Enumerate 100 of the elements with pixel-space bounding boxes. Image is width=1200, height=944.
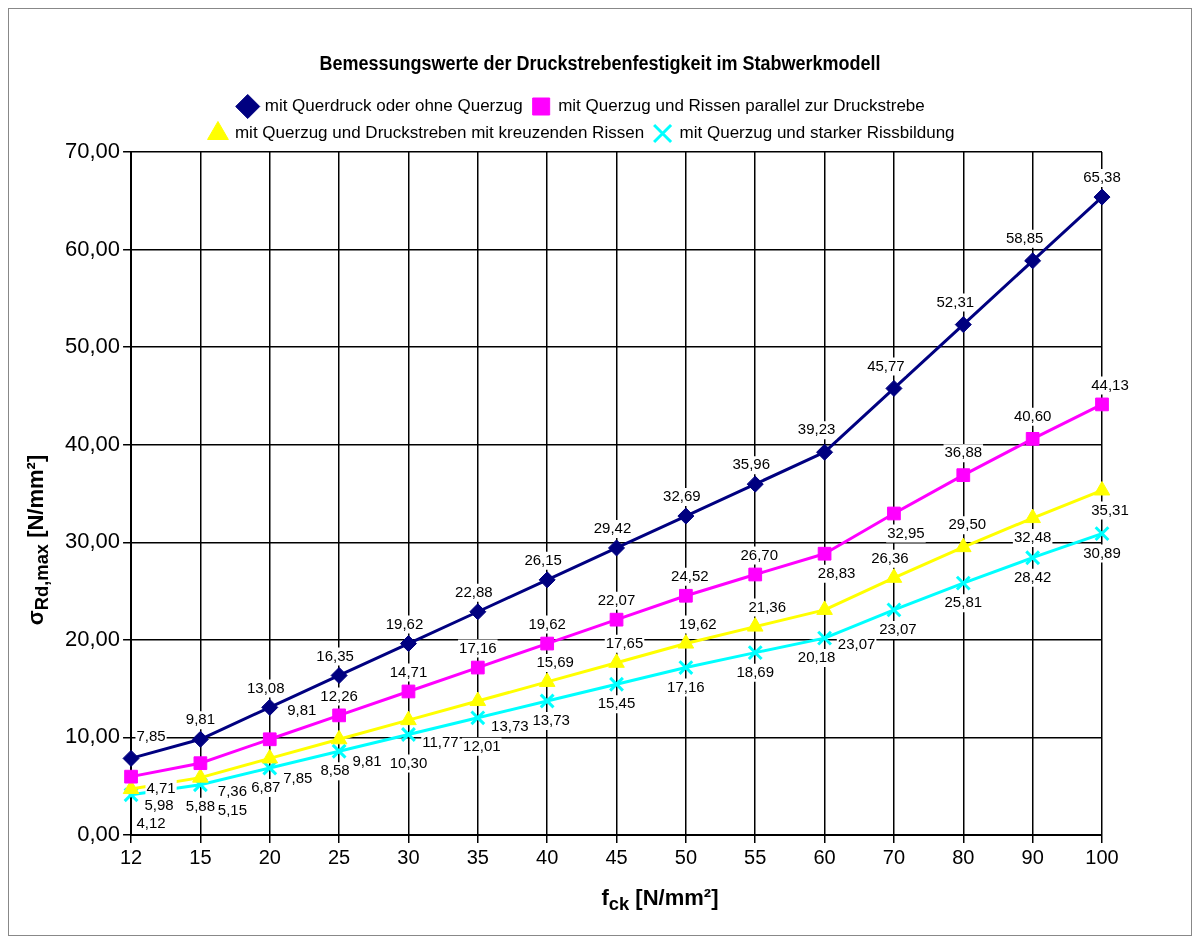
data-label: 45,77 [867, 356, 905, 374]
data-label: 13,73 [491, 717, 529, 735]
data-label: 14,71 [389, 662, 428, 680]
x-tick-label: 100 [1085, 845, 1119, 868]
point [956, 468, 971, 483]
point [609, 612, 624, 627]
legend-label: mit Querzug und Rissen parallel zur Druckstrebe [558, 96, 925, 116]
point [330, 729, 348, 745]
point [816, 600, 833, 615]
data-label: 19,62 [385, 614, 424, 632]
x-tick-label: 80 [952, 845, 975, 868]
x-tick-label: 70 [882, 845, 906, 868]
point [124, 769, 138, 784]
y-tick-label: 60,00 [64, 235, 121, 261]
x-tick-label: 90 [1021, 845, 1044, 868]
x-tick-label: 30 [397, 845, 420, 868]
point [1024, 508, 1041, 524]
data-label: 7,36 [217, 782, 248, 800]
point [538, 672, 556, 687]
point [470, 660, 485, 675]
data-label: 26,15 [524, 550, 562, 568]
y-tick-label: 40,00 [64, 430, 121, 456]
point [817, 546, 832, 561]
point [608, 676, 625, 693]
data-label: 36,88 [944, 443, 983, 461]
point [955, 537, 972, 553]
data-label: 28,83 [817, 563, 856, 581]
data-label: 9,81 [352, 752, 382, 770]
data-label: 15,69 [536, 653, 574, 671]
data-label: 39,23 [797, 420, 836, 438]
point [123, 786, 139, 803]
data-label: 21,36 [748, 597, 787, 615]
point [954, 316, 972, 334]
data-label: 13,08 [246, 678, 285, 696]
data-label: 9,81 [185, 710, 216, 728]
point [192, 776, 209, 793]
point [885, 379, 903, 397]
data-label: 20,18 [797, 648, 836, 666]
data-label: 19,62 [679, 614, 717, 632]
point [400, 726, 417, 743]
point [816, 630, 833, 646]
data-label: 32,69 [663, 487, 701, 505]
point [748, 567, 763, 582]
data-label: 32,48 [1013, 528, 1052, 546]
chart-title: Bemessungswerte der Druckstrebenfestigkeit im Stabwerkmodell [318, 52, 882, 75]
x-tick-label: 55 [744, 845, 767, 868]
data-label: 24,52 [671, 566, 709, 584]
y-tick-label: 0,00 [77, 821, 121, 847]
point [469, 691, 487, 707]
point [262, 732, 277, 747]
data-label: 12,01 [463, 736, 501, 754]
x-tick-label: 12 [119, 845, 143, 868]
data-label: 44,13 [1091, 375, 1129, 393]
data-label: 6,87 [251, 778, 281, 796]
point [677, 634, 695, 649]
y-tick-label: 10,00 [64, 723, 121, 749]
x-tick-label: 45 [605, 845, 628, 868]
data-label: 16,35 [316, 646, 354, 664]
point [469, 603, 487, 621]
x-tick-label: 15 [189, 845, 212, 868]
data-label: 9,81 [287, 701, 317, 719]
data-label: 7,85 [283, 768, 313, 786]
data-label: 11,77 [422, 733, 459, 751]
point [608, 539, 626, 557]
data-label: 29,50 [948, 515, 987, 533]
data-label: 30,89 [1083, 543, 1121, 561]
point [192, 768, 209, 783]
data-label: 4,71 [146, 779, 176, 797]
data-label: 65,38 [1083, 168, 1121, 186]
data-label: 8,58 [320, 761, 350, 779]
data-label: 5,15 [217, 800, 248, 818]
data-label: 4,12 [136, 813, 166, 831]
data-label: 18,69 [736, 662, 775, 680]
point [886, 602, 902, 618]
point [469, 709, 486, 726]
point [677, 507, 695, 525]
point [332, 708, 346, 723]
point [887, 506, 901, 521]
data-label: 35,96 [732, 455, 771, 473]
point [1095, 397, 1109, 412]
data-label: 58,85 [1005, 228, 1044, 246]
data-label: 32,95 [887, 523, 925, 541]
point [193, 756, 208, 771]
x-tick-label: 25 [327, 845, 351, 868]
point [401, 684, 416, 699]
point [261, 698, 279, 716]
legend-label: mit Querzug und starker Rissbildung [679, 123, 955, 143]
point [608, 653, 625, 668]
data-label: 17,16 [459, 638, 497, 656]
data-label: 7,85 [136, 726, 166, 744]
data-label: 26,36 [871, 548, 909, 566]
data-label: 35,31 [1091, 500, 1129, 518]
data-label: 13,73 [532, 711, 570, 729]
data-label: 52,31 [936, 292, 975, 310]
point [399, 635, 417, 653]
data-label: 12,26 [320, 686, 358, 704]
legend-label: mit Querdruck oder ohne Querzug [264, 96, 523, 116]
point [261, 748, 279, 764]
point [679, 588, 693, 603]
data-label: 28,42 [1013, 567, 1052, 585]
